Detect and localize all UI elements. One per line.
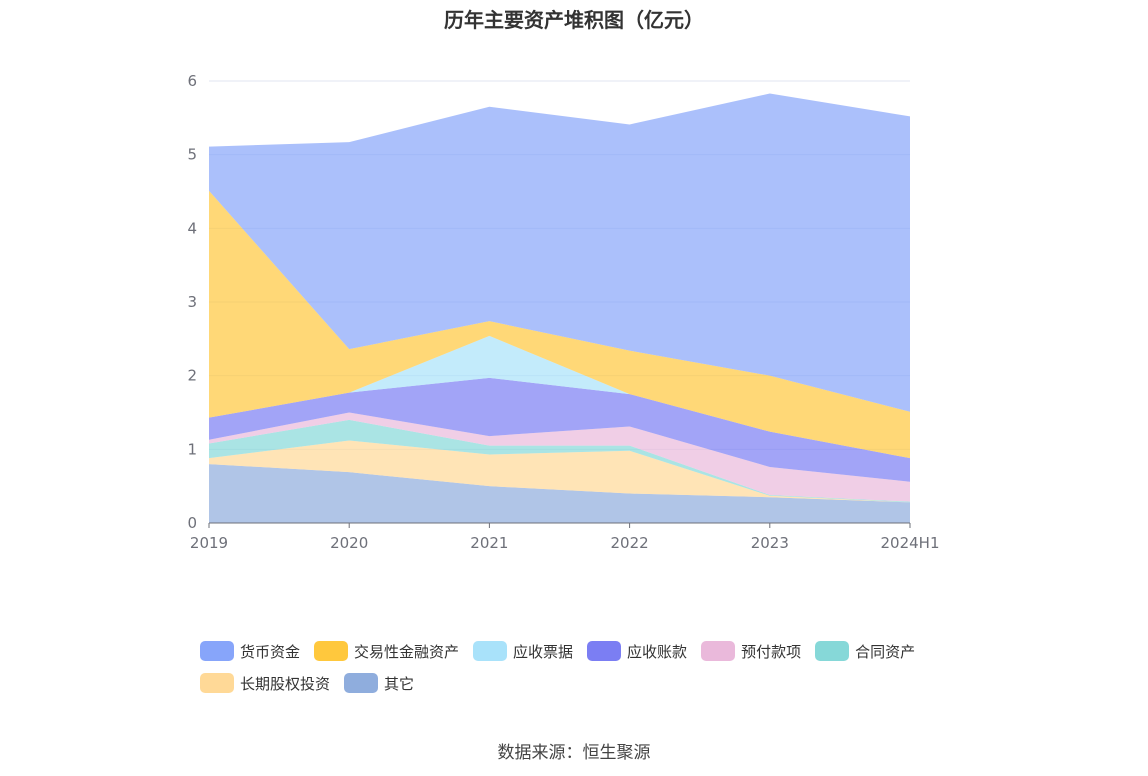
legend-label: 长期股权投资 [240,674,331,693]
area-series-0 [209,464,910,523]
legend-swatch [314,641,349,661]
legend-item[interactable]: 应收票据 [473,640,573,662]
data-source-note: 数据来源：恒生聚源 [497,743,651,763]
legend-swatch [701,641,736,661]
axes: 0 1 2 3 4 5 6 2019 2020 2021 2022 2023 2024H1 [187,72,939,552]
legend-item[interactable]: 合同资产 [815,640,915,662]
legend-item[interactable]: 交易性金融资产 [314,640,459,662]
legend-swatch [815,641,850,661]
legend-item[interactable]: 货币资金 [200,640,300,662]
legend-label: 合同资产 [855,642,916,661]
y-tick-label: 5 [187,146,197,164]
legend: 货币资金 交易性金融资产 应收票据 应收账款 预付款项 合同资产长期股权投资 其它 [200,640,990,704]
legend-label: 交易性金融资产 [354,642,460,661]
area-series-6 [209,190,910,459]
x-tick-label: 2023 [751,534,789,552]
y-tick-label: 6 [187,72,197,90]
area-series-4 [209,377,910,482]
y-tick-label: 2 [187,367,197,385]
legend-item[interactable]: 预付款项 [701,640,801,662]
x-tick-label: 2024H1 [881,534,940,552]
x-tick-label: 2022 [611,534,649,552]
legend-swatch [587,641,622,661]
legend-swatch [344,673,379,693]
chart-title: 历年主要资产堆积图（亿元） [444,8,704,32]
area-series-1 [209,440,910,503]
area-layers [209,93,910,523]
legend-swatch [473,641,508,661]
y-tick-label: 1 [187,440,197,458]
area-series-2 [209,419,910,503]
legend-item[interactable]: 长期股权投资 [200,672,330,694]
legend-label: 货币资金 [240,642,301,661]
legend-label: 预付款项 [741,642,802,661]
legend-item[interactable]: 应收账款 [587,640,687,662]
area-series-3 [209,412,910,502]
legend-label: 应收票据 [513,642,574,661]
x-tick-label: 2021 [470,534,508,552]
legend-swatch [200,641,234,661]
x-tick-label: 2020 [330,534,368,552]
legend-swatch [200,673,234,693]
y-tick-label: 4 [187,219,197,237]
area-series-7 [209,93,910,412]
y-tick-label: 0 [187,514,197,532]
legend-item[interactable]: 其它 [344,672,414,694]
y-tick-label: 3 [187,293,197,311]
x-tick-label: 2019 [190,534,228,552]
legend-label: 应收账款 [627,642,688,661]
legend-label: 其它 [384,674,415,693]
